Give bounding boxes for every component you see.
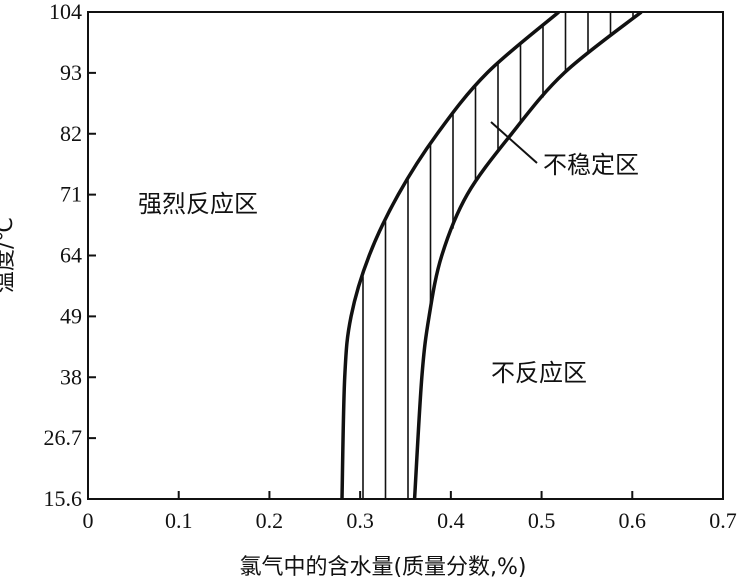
x-axis: 0 0.1 0.2 0.3 0.4 0.5 0.6 0.7 <box>83 491 737 533</box>
x-tick-label: 0.4 <box>437 508 465 533</box>
y-tick-label: 93 <box>60 60 82 85</box>
region-label-strong-reaction: 强烈反应区 <box>138 190 258 218</box>
left-boundary-curve <box>340 12 560 499</box>
boundary-curves <box>340 12 643 499</box>
y-axis-title: 温度/℃ <box>0 217 18 293</box>
unstable-region-hatching <box>362 12 634 499</box>
y-axis: 15.6 26.7 38 49 64 71 82 93 104 <box>44 0 96 511</box>
plot-frame <box>87 11 724 500</box>
region-label-unstable: 不稳定区 <box>543 151 639 179</box>
x-tick-label: 0.2 <box>256 508 284 533</box>
x-tick-label: 0.1 <box>165 508 193 533</box>
y-tick-label: 49 <box>60 303 82 328</box>
y-tick-label: 15.6 <box>44 486 83 511</box>
region-label-no-reaction: 不反应区 <box>491 359 587 387</box>
y-tick-label: 71 <box>60 182 82 207</box>
y-tick-label: 26.7 <box>44 425 83 450</box>
x-tick-label: 0.3 <box>346 508 374 533</box>
x-axis-title: 氯气中的含水量(质量分数,%) <box>239 555 526 580</box>
x-tick-label: 0.6 <box>619 508 647 533</box>
x-tick-label: 0.7 <box>709 508 737 533</box>
y-tick-label: 38 <box>60 364 82 389</box>
y-tick-label: 64 <box>60 243 82 268</box>
x-tick-label: 0.5 <box>528 508 556 533</box>
unstable-region-leader-line <box>490 121 538 164</box>
y-tick-label: 104 <box>49 0 82 24</box>
right-boundary-curve <box>412 12 643 499</box>
y-tick-label: 82 <box>60 121 82 146</box>
x-tick-label: 0 <box>83 508 94 533</box>
